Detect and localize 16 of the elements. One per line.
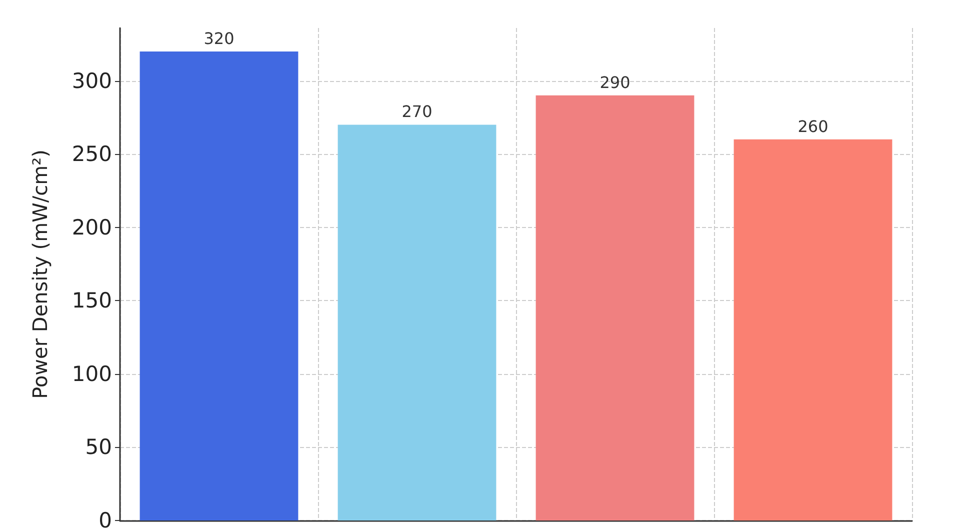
y-axis-title: Power Density (mW/cm²) — [28, 150, 52, 399]
bar — [338, 124, 496, 520]
y-tick-label: 100 — [72, 362, 112, 386]
data-label: 290 — [600, 72, 630, 92]
y-tick-label: 300 — [72, 68, 112, 93]
data-label: 270 — [402, 102, 432, 122]
y-tick-label: 250 — [72, 142, 112, 166]
y-tick-label: 150 — [72, 288, 112, 313]
bar — [140, 51, 298, 520]
bar — [536, 95, 694, 520]
y-tick-label: 50 — [85, 435, 112, 460]
y-tick-label: 200 — [72, 215, 112, 240]
data-label: 320 — [204, 28, 234, 48]
bar — [734, 139, 892, 520]
data-label: 260 — [798, 116, 828, 136]
y-tick-label: 0 — [98, 508, 112, 531]
